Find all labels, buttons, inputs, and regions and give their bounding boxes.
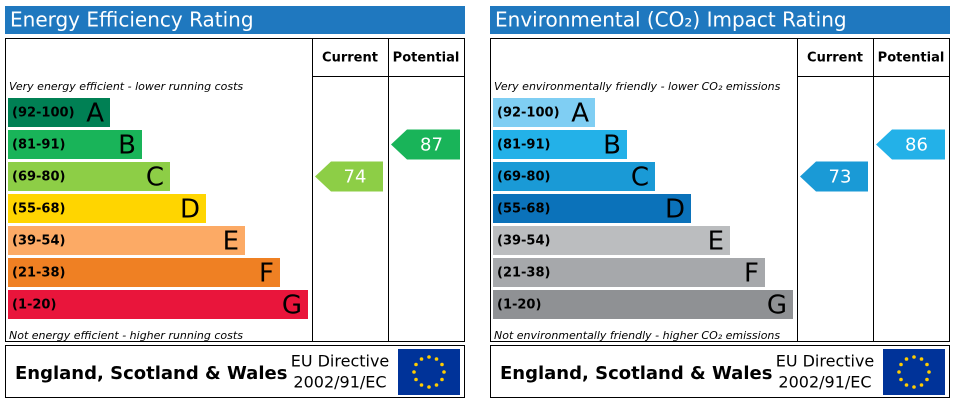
flag-star [419,383,424,387]
directive: 2002/91/EC [293,373,386,392]
potential-arrow [876,129,945,160]
current-arrow [800,161,868,192]
band-range: (1-20) [497,298,541,313]
flag-star [440,362,444,367]
potential-value: 87 [420,135,443,156]
flag-star [412,370,416,374]
panel-title: Environmental (CO₂) Impact Rating [495,8,847,32]
flag-star [434,357,439,361]
directive: 2002/91/EC [778,373,871,392]
band-range: (39-54) [12,234,65,249]
flag-star [899,377,903,382]
band-letter: C [631,163,649,193]
band-bar [493,98,595,127]
band-range: (92-100) [12,106,75,121]
flag-star [899,362,903,367]
band-letter: E [708,227,724,257]
flag-star [927,370,931,374]
band-range: (81-91) [497,138,550,153]
band-bar [8,258,280,287]
potential-arrow [391,129,460,160]
band-range: (21-38) [497,266,550,281]
flag-star [925,362,929,367]
band-letter: E [223,227,239,257]
title-bar [490,6,950,34]
band-letter: D [665,195,685,225]
band-letter: C [146,163,164,193]
flag-star [904,357,909,361]
band-bar [8,98,110,127]
chart-box [5,38,465,342]
band-letter: B [118,131,136,161]
band-letter: F [259,259,274,289]
band-bar [493,194,691,223]
band-range: (1-20) [12,298,56,313]
band-letter: F [744,259,759,289]
directive: EU Directive [776,352,875,371]
band-bar [8,130,142,159]
band-letter: G [282,291,302,321]
bottom-note: Not energy efficient - higher running co… [9,329,243,342]
band-bar [493,162,655,191]
rating-panel: Environmental (CO₂) Impact Rating Current… [490,6,950,398]
band-bar [8,226,245,255]
chart-box [490,38,950,342]
current-value: 74 [344,167,367,188]
current-header: Current [807,51,863,66]
flag-star [912,355,916,359]
band-bar [8,290,308,319]
flag-star [919,357,924,361]
flag-star [919,383,924,387]
band-bar [493,258,765,287]
band-range: (69-80) [12,170,65,185]
band-range: (69-80) [497,170,550,185]
potential-value: 86 [905,135,928,156]
top-note: Very environmentally friendly - lower CO… [494,80,781,93]
flag-star [427,385,431,389]
flag-star [925,377,929,382]
flag-star [912,385,916,389]
band-letter: D [180,195,200,225]
region: England, Scotland & Wales [500,363,772,384]
flag-star [904,383,909,387]
footer-box [490,345,950,398]
flag-star [419,357,424,361]
band-bar [493,130,627,159]
band-range: (55-68) [497,202,550,217]
band-range: (39-54) [497,234,550,249]
flag-star [442,370,446,374]
band-bar [8,162,170,191]
band-range: (92-100) [497,106,560,121]
band-letter: G [767,291,787,321]
footer-box [5,345,465,398]
band-letter: B [603,131,621,161]
band-range: (55-68) [12,202,65,217]
potential-header: Potential [878,51,945,66]
band-bar [8,194,206,223]
current-header: Current [322,51,378,66]
flag-star [427,355,431,359]
band-range: (21-38) [12,266,65,281]
panel-title: Energy Efficiency Rating [10,8,254,32]
potential-header: Potential [393,51,460,66]
flag-star [440,377,444,382]
rating-panel: Energy Efficiency Rating Current Potential… [5,6,465,398]
band-bar [493,226,730,255]
bottom-note: Not environmentally friendly - higher CO… [494,329,780,342]
region: England, Scotland & Wales [15,363,287,384]
title-bar [5,6,465,34]
current-value: 73 [829,167,852,188]
flag-star [434,383,439,387]
directive: EU Directive [291,352,390,371]
band-letter: A [86,99,104,129]
top-note: Very energy efficient - lower running co… [9,80,243,93]
flag-star [414,362,418,367]
band-bar [493,290,793,319]
flag-star [897,370,901,374]
flag-star [414,377,418,382]
band-letter: A [571,99,589,129]
band-range: (81-91) [12,138,65,153]
current-arrow [315,161,383,192]
